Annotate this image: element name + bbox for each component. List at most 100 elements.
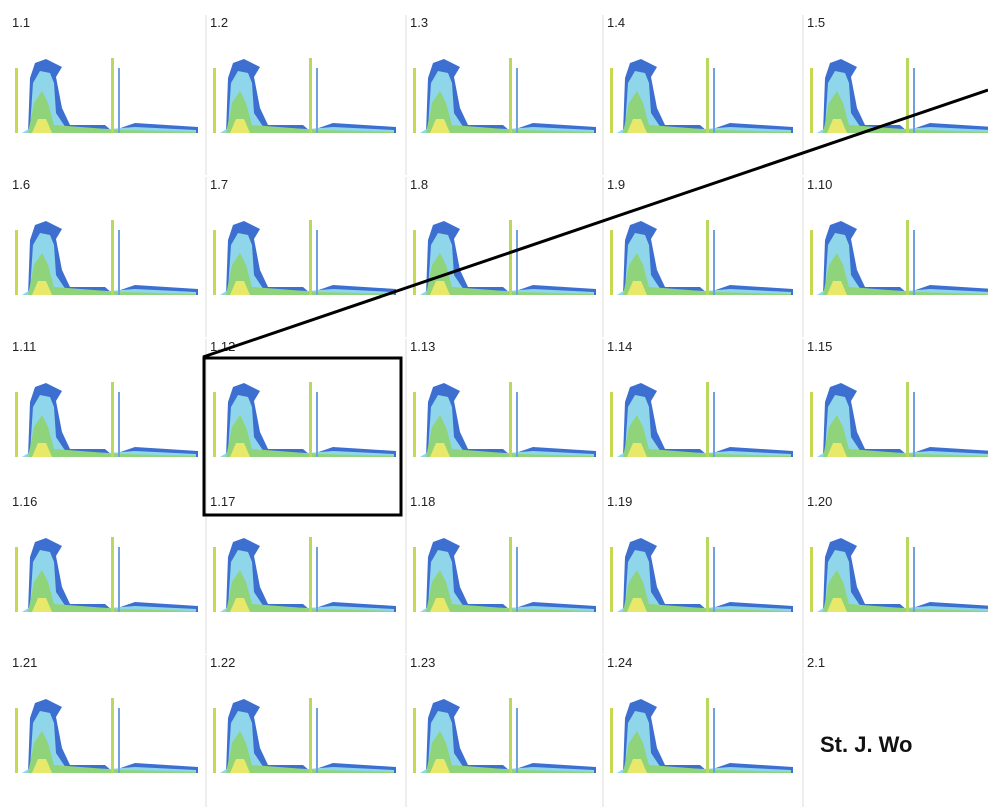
density-outer bbox=[613, 221, 793, 295]
spike bbox=[509, 220, 512, 295]
density-core bbox=[430, 598, 450, 612]
density-core bbox=[230, 119, 250, 133]
density-core bbox=[430, 281, 450, 295]
spike bbox=[906, 382, 909, 457]
zoom-line bbox=[202, 88, 988, 359]
density-core bbox=[230, 598, 250, 612]
density-core bbox=[430, 443, 450, 457]
density-outer bbox=[216, 221, 396, 295]
density-outer bbox=[416, 538, 596, 612]
spike bbox=[111, 220, 114, 295]
panel-label: 1.10 bbox=[807, 177, 832, 192]
panel-label: 1.15 bbox=[807, 339, 832, 354]
spike bbox=[413, 708, 416, 773]
spike bbox=[610, 547, 613, 612]
author-note: St. J. Wo bbox=[820, 732, 913, 757]
density-outer bbox=[613, 383, 793, 457]
spike bbox=[713, 68, 715, 133]
panel-label: 1.3 bbox=[410, 15, 428, 30]
spike bbox=[316, 68, 318, 133]
panel-label: 1.19 bbox=[607, 494, 632, 509]
spike bbox=[610, 392, 613, 457]
density-outer bbox=[416, 221, 596, 295]
spike bbox=[906, 220, 909, 295]
spike bbox=[213, 547, 216, 612]
spike bbox=[118, 708, 120, 773]
spike bbox=[713, 392, 715, 457]
spike bbox=[213, 708, 216, 773]
spike bbox=[213, 68, 216, 133]
spike bbox=[713, 708, 715, 773]
density-core bbox=[230, 759, 250, 773]
spike bbox=[316, 392, 318, 457]
panel-label: 1.12 bbox=[210, 339, 235, 354]
density-core bbox=[430, 119, 450, 133]
spike bbox=[111, 382, 114, 457]
spike bbox=[706, 537, 709, 612]
density-outer bbox=[216, 383, 396, 457]
spike bbox=[316, 547, 318, 612]
panel-label: 1.18 bbox=[410, 494, 435, 509]
spike bbox=[118, 230, 120, 295]
density-core bbox=[230, 443, 250, 457]
spike bbox=[913, 230, 915, 295]
spike bbox=[913, 547, 915, 612]
panel-label: 1.22 bbox=[210, 655, 235, 670]
spike bbox=[309, 537, 312, 612]
spike bbox=[15, 230, 18, 295]
spike bbox=[509, 698, 512, 773]
density-core bbox=[32, 443, 52, 457]
density-outer bbox=[18, 59, 198, 133]
spike bbox=[610, 708, 613, 773]
spike bbox=[610, 230, 613, 295]
spike bbox=[610, 68, 613, 133]
spike bbox=[516, 547, 518, 612]
density-outer bbox=[813, 221, 988, 295]
zoom-box bbox=[202, 356, 403, 517]
density-outer bbox=[18, 383, 198, 457]
spike bbox=[309, 698, 312, 773]
panel-label: 1.17 bbox=[210, 494, 235, 509]
panel-label: 1.8 bbox=[410, 177, 428, 192]
spike bbox=[118, 68, 120, 133]
spike bbox=[706, 58, 709, 133]
spike bbox=[713, 230, 715, 295]
spike bbox=[706, 698, 709, 773]
density-core bbox=[627, 119, 647, 133]
density-outer bbox=[216, 538, 396, 612]
spike bbox=[118, 392, 120, 457]
density-core bbox=[627, 598, 647, 612]
panel-label: 1.9 bbox=[607, 177, 625, 192]
density-outer bbox=[416, 699, 596, 773]
panel-label: 1.16 bbox=[12, 494, 37, 509]
panel-label: 1.4 bbox=[607, 15, 625, 30]
density-outer bbox=[613, 699, 793, 773]
panel-label: 1.20 bbox=[807, 494, 832, 509]
density-core bbox=[230, 281, 250, 295]
spike bbox=[810, 68, 813, 133]
panel-label: 1.21 bbox=[12, 655, 37, 670]
panel-label: 1.23 bbox=[410, 655, 435, 670]
spike bbox=[810, 547, 813, 612]
density-outer bbox=[813, 538, 988, 612]
panel-label: 1.14 bbox=[607, 339, 632, 354]
spike bbox=[118, 547, 120, 612]
spike bbox=[913, 68, 915, 133]
spike bbox=[309, 382, 312, 457]
density-core bbox=[32, 281, 52, 295]
spike bbox=[413, 547, 416, 612]
density-outer bbox=[216, 699, 396, 773]
spike bbox=[111, 698, 114, 773]
spike bbox=[913, 392, 915, 457]
density-outer bbox=[416, 383, 596, 457]
spike bbox=[810, 392, 813, 457]
spike bbox=[509, 58, 512, 133]
spike bbox=[111, 58, 114, 133]
spike bbox=[15, 708, 18, 773]
spike bbox=[706, 382, 709, 457]
density-core bbox=[827, 119, 847, 133]
spike bbox=[509, 382, 512, 457]
spike bbox=[516, 68, 518, 133]
density-core bbox=[627, 443, 647, 457]
